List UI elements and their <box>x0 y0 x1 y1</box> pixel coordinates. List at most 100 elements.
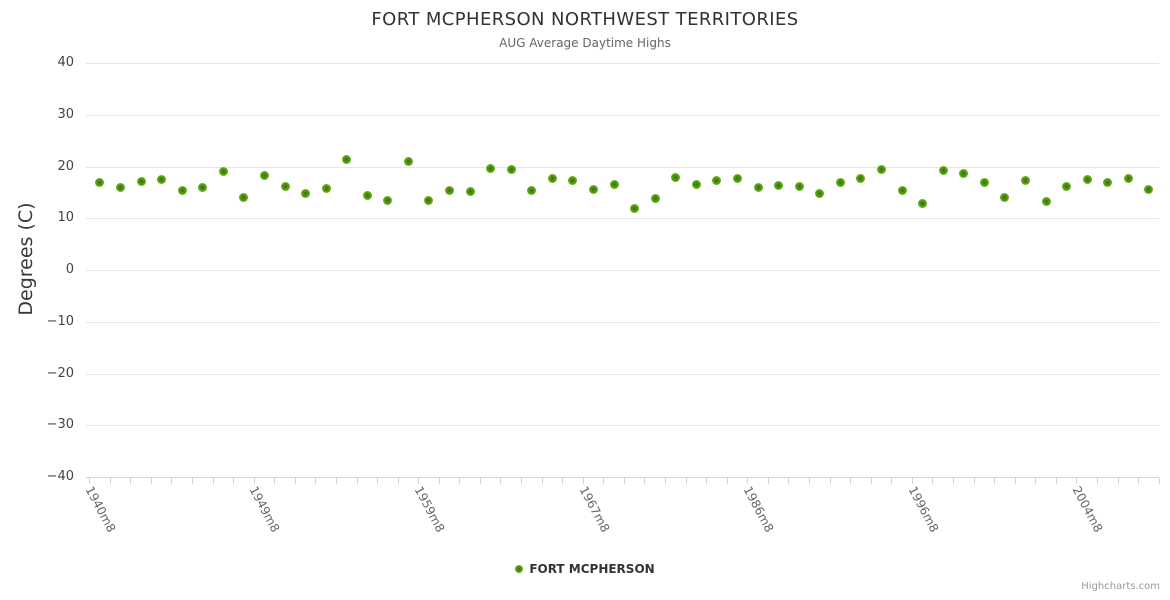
y-axis-label: −10 <box>46 313 74 329</box>
x-axis-tick <box>1117 478 1119 484</box>
data-point[interactable] <box>342 155 352 165</box>
y-axis-label: 20 <box>57 158 74 174</box>
data-point[interactable] <box>465 187 475 197</box>
data-point[interactable] <box>691 180 701 190</box>
x-axis-label: 1967m8 <box>576 484 612 535</box>
data-point[interactable] <box>301 189 311 199</box>
data-point[interactable] <box>1103 178 1113 188</box>
x-axis-label: 1986m8 <box>740 484 777 535</box>
y-axis-label: −40 <box>46 469 74 484</box>
y-gridline <box>86 63 1159 64</box>
y-gridline <box>86 321 1159 323</box>
data-point[interactable] <box>1000 193 1010 203</box>
data-point[interactable] <box>362 191 372 201</box>
data-point[interactable] <box>239 193 249 203</box>
data-point[interactable] <box>589 185 599 195</box>
x-axis-tick <box>582 478 584 484</box>
y-gridline <box>86 373 1159 375</box>
data-point[interactable] <box>918 198 928 208</box>
data-point[interactable] <box>547 174 557 184</box>
data-point[interactable] <box>671 172 681 182</box>
data-point[interactable] <box>259 170 269 180</box>
x-axis-tick <box>973 478 975 484</box>
data-point[interactable] <box>1041 196 1051 206</box>
data-point[interactable] <box>753 182 763 192</box>
data-point[interactable] <box>1123 174 1133 184</box>
y-axis-label: 40 <box>57 55 74 70</box>
x-axis-tick <box>562 478 564 484</box>
x-axis-tick <box>1158 478 1160 484</box>
x-axis-tick <box>788 478 790 484</box>
data-point[interactable] <box>95 177 105 187</box>
x-axis-tick <box>1076 478 1078 484</box>
chart-subtitle: AUG Average Daytime Highs <box>499 36 671 50</box>
x-axis-tick <box>356 478 358 484</box>
data-point[interactable] <box>424 195 434 205</box>
x-axis-tick <box>1055 478 1057 484</box>
chart-title: FORT MCPHERSON NORTHWEST TERRITORIES <box>371 9 799 30</box>
data-point[interactable] <box>959 168 969 178</box>
data-point[interactable] <box>157 174 167 184</box>
data-point[interactable] <box>835 177 845 187</box>
data-point[interactable] <box>877 164 886 174</box>
x-axis-tick <box>315 478 317 484</box>
data-point[interactable] <box>650 193 660 203</box>
data-point[interactable] <box>486 164 496 174</box>
y-gridline <box>86 166 1159 168</box>
x-axis-tick <box>233 478 235 484</box>
data-point[interactable] <box>1062 182 1072 192</box>
data-point[interactable] <box>136 177 146 186</box>
y-axis-label: 10 <box>57 210 74 226</box>
x-axis-tick <box>541 478 543 484</box>
data-point[interactable] <box>115 182 125 192</box>
x-axis-tick <box>603 478 605 484</box>
data-point[interactable] <box>403 156 413 166</box>
data-point[interactable] <box>506 165 516 175</box>
x-axis-tick <box>274 478 276 484</box>
y-gridline <box>86 425 1159 427</box>
x-axis-label: 1959m8 <box>411 484 448 535</box>
x-axis-tick <box>850 478 852 484</box>
data-point[interactable] <box>712 175 722 185</box>
data-point[interactable] <box>1082 175 1092 185</box>
y-axis-label: −30 <box>46 417 74 433</box>
x-axis-tick <box>479 478 481 484</box>
data-point[interactable] <box>445 185 455 195</box>
x-axis-tick <box>418 478 420 484</box>
data-point[interactable] <box>527 185 537 195</box>
x-axis-tick <box>130 478 132 484</box>
x-axis-tick <box>665 478 667 484</box>
data-point[interactable] <box>568 176 578 186</box>
data-point[interactable] <box>733 174 743 184</box>
data-point[interactable] <box>177 185 187 195</box>
data-point[interactable] <box>938 166 948 176</box>
x-axis-tick <box>726 478 728 484</box>
data-point[interactable] <box>383 196 393 206</box>
data-point[interactable] <box>815 189 825 199</box>
data-point[interactable] <box>321 184 331 194</box>
data-point[interactable] <box>630 203 640 213</box>
data-point[interactable] <box>198 182 208 192</box>
data-point[interactable] <box>794 181 804 191</box>
data-point[interactable] <box>280 182 290 192</box>
data-point[interactable] <box>774 181 784 191</box>
data-point[interactable] <box>609 180 619 190</box>
x-axis-tick <box>891 478 893 484</box>
series-marker-icon <box>515 565 524 573</box>
data-point[interactable] <box>1144 185 1154 195</box>
data-point[interactable] <box>897 185 907 195</box>
x-axis-tick <box>932 478 934 484</box>
data-point[interactable] <box>1021 175 1030 185</box>
x-axis-tick <box>191 478 193 484</box>
legend-item-fort-mcpherson[interactable]: FORT MCPHERSON <box>515 562 655 576</box>
data-point[interactable] <box>979 178 989 188</box>
data-point[interactable] <box>856 174 866 184</box>
y-gridline <box>86 270 1159 271</box>
x-axis-label: 2004m8 <box>1069 484 1106 535</box>
credits-link[interactable]: Highcharts.com <box>1081 581 1160 592</box>
data-point[interactable] <box>218 167 228 177</box>
x-axis-tick <box>335 478 337 484</box>
x-axis-tick <box>747 478 749 484</box>
x-axis-tick <box>212 478 214 484</box>
